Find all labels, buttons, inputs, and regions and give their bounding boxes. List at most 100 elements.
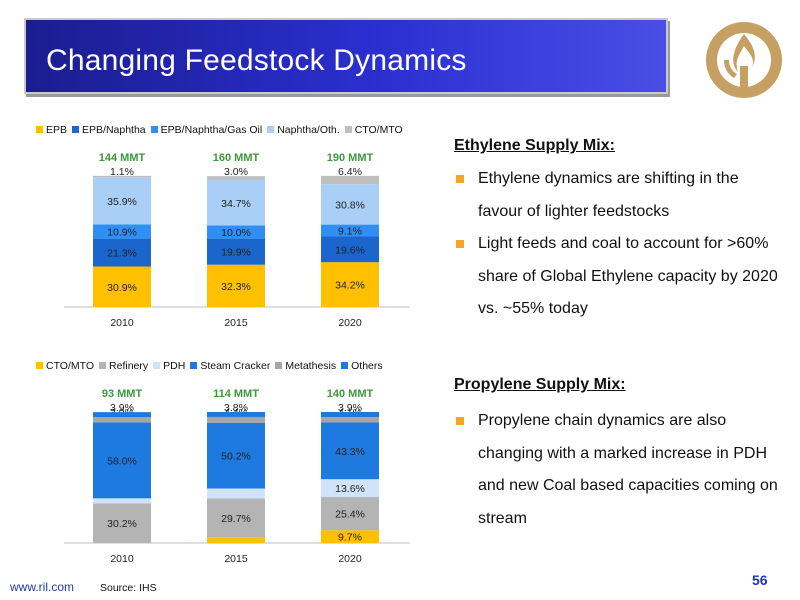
source-note: Source: IHS: [100, 582, 157, 594]
legend-swatch: [344, 126, 352, 133]
legend-label: PDH: [163, 360, 186, 372]
bar-data-label: 9.7%: [338, 532, 362, 544]
bar-segment: [321, 479, 379, 498]
legend-swatch: [72, 126, 80, 133]
bar-data-label: 3.9%: [338, 402, 362, 414]
legend-label: Steam Cracker: [200, 360, 271, 372]
bar-segment: [93, 412, 151, 418]
bar-segment: [93, 175, 151, 178]
legend-swatch: [341, 362, 349, 369]
x-tick-label: 2010: [110, 553, 134, 565]
bar-segment: [93, 422, 151, 499]
legend-swatch: [153, 362, 161, 369]
x-tick-label: 2020: [338, 317, 362, 329]
bar-segment: [93, 177, 151, 225]
capacity-total-label: 144 MMT: [99, 152, 146, 164]
logo-flame: [733, 34, 755, 72]
bar-segment: [207, 422, 265, 489]
propylene-bullet: Propylene chain dynamics are also changi…: [454, 405, 784, 535]
logo-arc: [723, 60, 737, 78]
legend-item: Metathesis: [275, 360, 336, 372]
legend-label: Refinery: [109, 360, 149, 372]
legend-swatch: [190, 362, 198, 369]
bullet-text: Light feeds and coal to account for >60%…: [478, 235, 778, 317]
bar-segment: [321, 530, 379, 543]
bar-data-label: 13.6%: [335, 483, 365, 495]
propylene-heading: Propylene Supply Mix:: [454, 376, 626, 393]
bar-data-label: 19.6%: [335, 244, 365, 256]
legend-swatch: [99, 362, 107, 369]
legend-label: EPB: [46, 124, 68, 136]
bar-data-label: 58.0%: [107, 455, 137, 467]
legend-label: Metathesis: [285, 360, 337, 372]
bar-segment: [321, 236, 379, 263]
bar-data-label: 25.4%: [335, 509, 365, 521]
legend-item: PDH: [153, 360, 185, 372]
legend-label: EPB/Naphtha: [82, 124, 146, 136]
x-tick-label: 2010: [110, 317, 134, 329]
bar-segment: [207, 264, 265, 307]
slide-title: Changing Feedstock Dynamics: [46, 44, 467, 77]
title-bar: Changing Feedstock Dynamics: [24, 18, 668, 94]
bar-segment: [321, 175, 379, 185]
ethylene-supply-chart: EPB EPB/Naphtha EPB/Naphtha/Gas Oil Naphtha…: [24, 118, 434, 338]
bar-data-label: 30.8%: [335, 199, 365, 211]
legend-label: Others: [351, 360, 383, 372]
bar-segment: [93, 266, 151, 307]
capacity-total-label: 93 MMT: [102, 388, 143, 400]
bar-data-label: 30.9%: [107, 282, 137, 294]
bar-segment: [321, 262, 379, 307]
bar-segment: [321, 417, 379, 423]
bar-segment: [207, 537, 265, 543]
bar-segment: [207, 176, 265, 181]
bar-data-label: 19.9%: [221, 247, 251, 259]
bar-data-label: 6.4%: [338, 166, 362, 178]
capacity-total-label: 190 MMT: [327, 152, 374, 164]
company-logo: [706, 22, 782, 98]
bar-segment: [321, 184, 379, 225]
bar-segment: [207, 225, 265, 239]
bar-segment: [321, 497, 379, 531]
ethylene-bullet-list: Ethylene dynamics are shifting in the fa…: [454, 163, 784, 326]
bar-segment: [207, 180, 265, 226]
legend-swatch: [267, 126, 275, 133]
bar-data-label: 30.2%: [107, 518, 137, 530]
legend-swatch: [275, 362, 283, 369]
bar-segment: [207, 238, 265, 265]
bullet-square-icon: [456, 240, 464, 248]
bullet-square-icon: [456, 175, 464, 183]
legend-item: EPB/Naphtha: [72, 124, 146, 136]
bar-data-label: 43.3%: [335, 446, 365, 458]
bar-segment: [207, 498, 265, 538]
bar-segment: [93, 224, 151, 239]
bar-segment: [207, 488, 265, 499]
bar-data-label: 21.3%: [107, 248, 137, 260]
bar-data-label: 32.3%: [221, 281, 251, 293]
legend-label: Naphtha/Oth.: [277, 124, 340, 136]
page-number: 56: [752, 572, 768, 588]
website-link[interactable]: www.ril.com: [10, 580, 75, 594]
propylene-supply-chart: CTO/MTO Refinery PDH Steam Cracker Metathesi…: [24, 354, 434, 574]
legend-item: Naphtha/Oth.: [267, 124, 340, 136]
bar-segment: [93, 498, 151, 504]
legend-swatch: [36, 126, 43, 133]
capacity-total-label: 140 MMT: [327, 388, 374, 400]
legend-item: CTO/MTO: [36, 360, 94, 372]
capacity-total-label: 160 MMT: [213, 152, 260, 164]
bar-data-label: 3.8%: [224, 402, 248, 414]
bar-segment: [93, 503, 151, 543]
x-tick-label: 2015: [224, 553, 248, 565]
legend-swatch: [36, 362, 43, 369]
legend-item: Others: [341, 360, 383, 372]
bar-data-label: 10.9%: [107, 226, 137, 238]
legend-label: EPB/Naphtha/Gas Oil: [160, 124, 263, 136]
bar-data-label: 9.1%: [338, 226, 362, 238]
bar-segment: [321, 224, 379, 237]
bar-segment: [93, 417, 151, 423]
legend-item: EPB/Naphtha/Gas Oil: [150, 124, 263, 136]
ethylene-heading: Ethylene Supply Mix:: [454, 137, 615, 154]
bar-segment: [321, 422, 379, 480]
bar-data-label: 34.2%: [335, 280, 365, 292]
bar-segment: [207, 416, 265, 423]
bar-data-label: 1.1%: [110, 166, 134, 178]
